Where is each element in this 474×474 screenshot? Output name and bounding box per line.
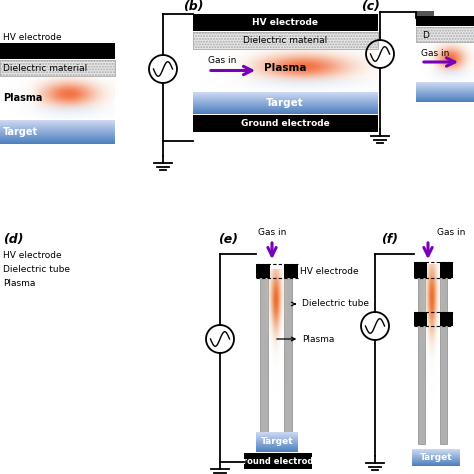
Text: Dielectric material: Dielectric material [243, 36, 328, 45]
Text: Gas in: Gas in [208, 56, 237, 65]
Bar [416, 16, 474, 26]
Text: Ground electrode: Ground electrode [237, 456, 319, 465]
Text: Target: Target [266, 98, 304, 108]
Text: Gas in: Gas in [437, 228, 465, 237]
Bar [440, 264, 447, 444]
Text: HV electrode: HV electrode [253, 18, 319, 27]
Bar [193, 32, 378, 49]
Text: Target: Target [261, 438, 293, 447]
Bar [244, 453, 312, 469]
Bar [0, 60, 115, 76]
Text: Plasma: Plasma [3, 93, 42, 103]
Text: HV electrode: HV electrode [3, 33, 62, 42]
Text: (c): (c) [361, 0, 380, 12]
Text: HV electrode: HV electrode [300, 266, 359, 275]
Bar [414, 262, 427, 278]
Bar [193, 14, 378, 31]
Bar [418, 264, 425, 444]
Bar [284, 264, 292, 432]
Bar [416, 27, 474, 42]
Bar [416, 11, 434, 19]
Text: Plasma: Plasma [264, 63, 307, 73]
Text: Ground electrode: Ground electrode [241, 119, 330, 128]
Text: Dielectric material: Dielectric material [3, 64, 87, 73]
Bar [256, 264, 270, 278]
Text: (f): (f) [382, 233, 399, 246]
Bar [440, 262, 453, 278]
Text: (e): (e) [218, 233, 238, 246]
Text: (d): (d) [3, 233, 24, 246]
Text: Dielectric tube: Dielectric tube [3, 265, 70, 274]
Bar [193, 115, 378, 132]
Text: Gas in: Gas in [421, 48, 449, 57]
Text: Gas in: Gas in [258, 228, 286, 237]
Text: (b): (b) [183, 0, 203, 12]
Bar [414, 312, 427, 326]
Bar [0, 43, 115, 59]
Text: Plasma: Plasma [3, 280, 36, 289]
Text: Target: Target [419, 454, 452, 463]
Bar [440, 312, 453, 326]
Text: Dielectric tube: Dielectric tube [292, 300, 369, 309]
Text: Target: Target [3, 127, 38, 137]
Text: D: D [422, 30, 429, 39]
Text: HV electrode: HV electrode [3, 252, 62, 261]
Bar [284, 264, 298, 278]
Text: Plasma: Plasma [277, 335, 334, 344]
Bar [260, 264, 268, 432]
